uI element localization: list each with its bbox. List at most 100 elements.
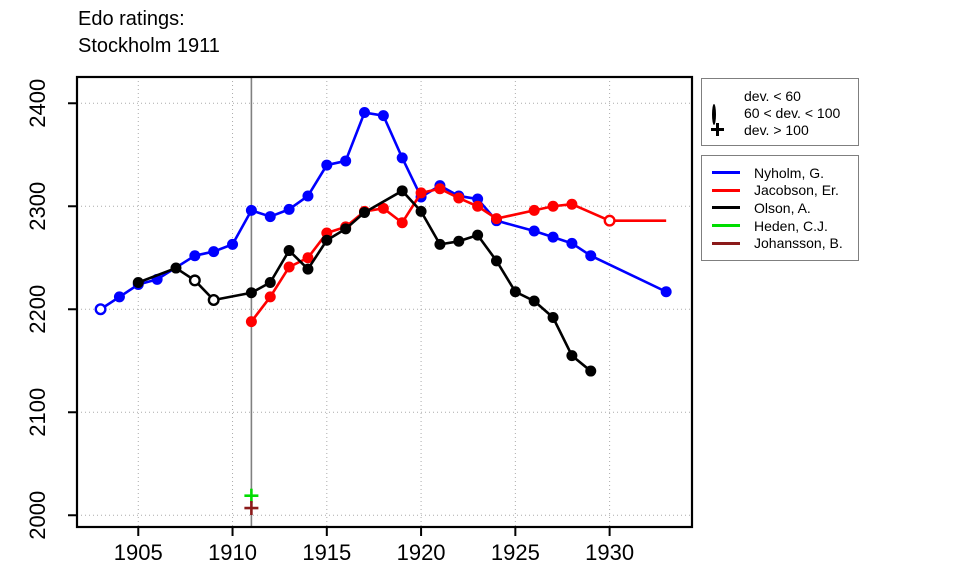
data-point	[434, 183, 446, 195]
y-tick-label: 2300	[25, 182, 50, 231]
filled-circle-icon	[711, 89, 724, 102]
data-point	[170, 262, 182, 274]
data-point	[189, 250, 201, 262]
data-point	[528, 225, 540, 237]
x-tick-label: 1905	[114, 540, 163, 565]
data-point	[585, 250, 597, 262]
chart-title-line1: Edo ratings:	[78, 8, 185, 30]
data-point	[434, 238, 446, 250]
data-point	[245, 287, 257, 299]
data-point	[377, 202, 389, 214]
data-point	[472, 229, 484, 241]
data-point	[396, 185, 408, 197]
chart-title-line2: Stockholm 1911	[78, 35, 220, 57]
data-point	[321, 159, 333, 171]
legend-item-player: Heden, C.J.	[702, 217, 858, 235]
data-point	[227, 238, 239, 250]
x-tick-label: 1930	[585, 540, 634, 565]
players-legend: Nyholm, G. Jacobson, Er. Olson, A. Heden…	[701, 155, 859, 261]
legend-item-player: Nyholm, G.	[702, 164, 858, 182]
data-point	[528, 204, 540, 216]
player-name: Johansson, B.	[754, 235, 843, 252]
data-point	[340, 155, 352, 167]
series-heden-c-j	[244, 488, 259, 503]
x-tick-label: 1925	[491, 540, 540, 565]
data-point	[321, 234, 333, 246]
data-point	[113, 291, 125, 303]
series-line-swatch	[712, 224, 740, 228]
open-circle-icon	[711, 104, 724, 125]
series-olson-a	[132, 185, 597, 377]
data-point	[264, 291, 276, 303]
legend-item-player: Jacobson, Er.	[702, 182, 858, 200]
data-point	[396, 217, 408, 229]
player-name: Heden, C.J.	[754, 217, 828, 234]
player-name: Olson, A.	[754, 199, 811, 216]
data-point	[547, 231, 559, 243]
legend-item-dev-medium: 60 < dev. < 100	[702, 104, 858, 125]
data-point	[566, 350, 578, 362]
data-point	[208, 246, 220, 258]
data-point-open	[207, 293, 220, 306]
x-tick-label: 1910	[208, 540, 257, 565]
x-tick-label: 1915	[302, 540, 351, 565]
series-line-swatch	[712, 206, 740, 210]
x-tick-label: 1920	[397, 540, 446, 565]
player-name: Jacobson, Er.	[754, 182, 839, 199]
data-point	[283, 203, 295, 215]
y-tick-label: 2200	[25, 285, 50, 334]
axes: 1905 1910 1915 1920 1925 1930 2000 2100 2200 2300…	[25, 79, 634, 565]
data-point	[472, 200, 484, 212]
series-line-swatch	[712, 171, 740, 175]
data-point	[415, 205, 427, 217]
plot-border	[75, 75, 694, 529]
y-tick-label: 2100	[25, 388, 50, 437]
data-point	[245, 316, 257, 328]
data-point	[340, 223, 352, 235]
legend-item-player: Johansson, B.	[702, 234, 858, 252]
data-point	[283, 245, 295, 257]
legend-label: dev. < 60	[744, 87, 801, 104]
data-point	[283, 261, 295, 273]
gridlines	[77, 77, 692, 527]
series-line-swatch	[712, 188, 740, 192]
series-johansson-b	[244, 501, 259, 516]
data-point	[302, 252, 314, 264]
data-point	[509, 286, 521, 298]
legend-label: dev. > 100	[744, 121, 809, 138]
data-point	[566, 237, 578, 249]
data-point	[453, 192, 465, 204]
data-point-open	[94, 303, 107, 316]
deviation-legend: dev. < 60 60 < dev. < 100 dev. > 100	[701, 78, 859, 146]
legend-item-dev-large: dev. > 100	[702, 121, 858, 138]
series-line-swatch	[712, 241, 740, 245]
data-point	[302, 263, 314, 275]
data-point	[245, 204, 257, 216]
chart-title: Edo ratings: Stockholm 1911	[78, 6, 220, 60]
data-point	[264, 211, 276, 223]
data-point	[359, 206, 371, 218]
y-tick-label: 2400	[25, 79, 50, 128]
data-point	[490, 255, 502, 267]
data-point	[453, 235, 465, 247]
data-point	[660, 286, 672, 298]
data-point	[132, 276, 144, 288]
data-point	[585, 365, 597, 377]
plus-icon	[711, 123, 724, 136]
legend-item-player: Olson, A.	[702, 199, 858, 217]
data-point-open	[188, 274, 201, 287]
data-point	[490, 213, 502, 225]
data-point-open	[603, 214, 616, 227]
data-point	[359, 107, 371, 119]
series-jacobson-er	[245, 183, 667, 328]
data-point	[415, 187, 427, 199]
data-point	[547, 312, 559, 324]
y-tick-label: 2000	[25, 491, 50, 540]
legend-item-dev-small: dev. < 60	[702, 87, 858, 104]
data-point	[377, 110, 389, 122]
player-name: Nyholm, G.	[754, 164, 825, 181]
data-point	[264, 276, 276, 288]
data-point	[547, 200, 559, 212]
